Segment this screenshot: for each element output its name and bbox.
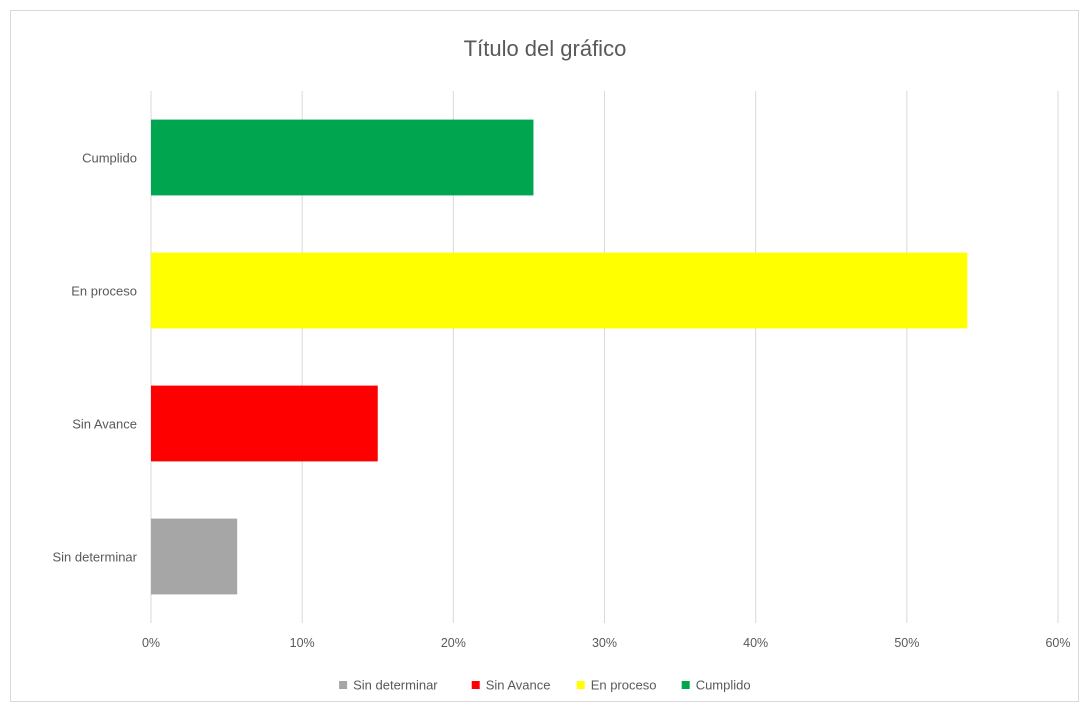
bar	[151, 119, 534, 196]
legend: Sin determinar Sin Avance En proceso Cumpli…	[339, 678, 751, 693]
bar	[151, 252, 968, 329]
category-labels: Cumplido En proceso Sin Avance Sin determin…	[52, 151, 137, 565]
category-label: Sin Avance	[72, 417, 137, 432]
x-tick-label: 20%	[441, 636, 466, 650]
legend-label: Sin Avance	[486, 678, 551, 693]
chart-frame: Título del gráfico Cumplido En proceso Sin…	[10, 10, 1079, 702]
legend-label: Sin determinar	[353, 678, 438, 693]
x-tick-label: 10%	[290, 636, 315, 650]
category-label: Sin determinar	[52, 550, 137, 565]
legend-swatch	[339, 681, 348, 689]
legend-swatch	[471, 681, 480, 689]
legend-label: Cumplido	[696, 678, 751, 693]
bar	[151, 518, 238, 595]
legend-swatch	[681, 681, 690, 689]
legend-label: En proceso	[591, 678, 657, 693]
bar	[151, 385, 378, 462]
category-label: En proceso	[71, 284, 137, 299]
chart-title: Título del gráfico	[464, 36, 627, 61]
x-tick-label: 50%	[894, 636, 919, 650]
bar-layer	[151, 119, 968, 595]
x-tick-label: 30%	[592, 636, 617, 650]
x-tick-label: 40%	[743, 636, 768, 650]
x-tick-label: 60%	[1045, 636, 1070, 650]
category-label: Cumplido	[82, 151, 137, 166]
x-axis-tick-labels: 0% 10% 20% 30% 40% 50% 60%	[142, 636, 1071, 650]
x-tick-label: 0%	[142, 636, 160, 650]
legend-swatch	[576, 681, 585, 689]
